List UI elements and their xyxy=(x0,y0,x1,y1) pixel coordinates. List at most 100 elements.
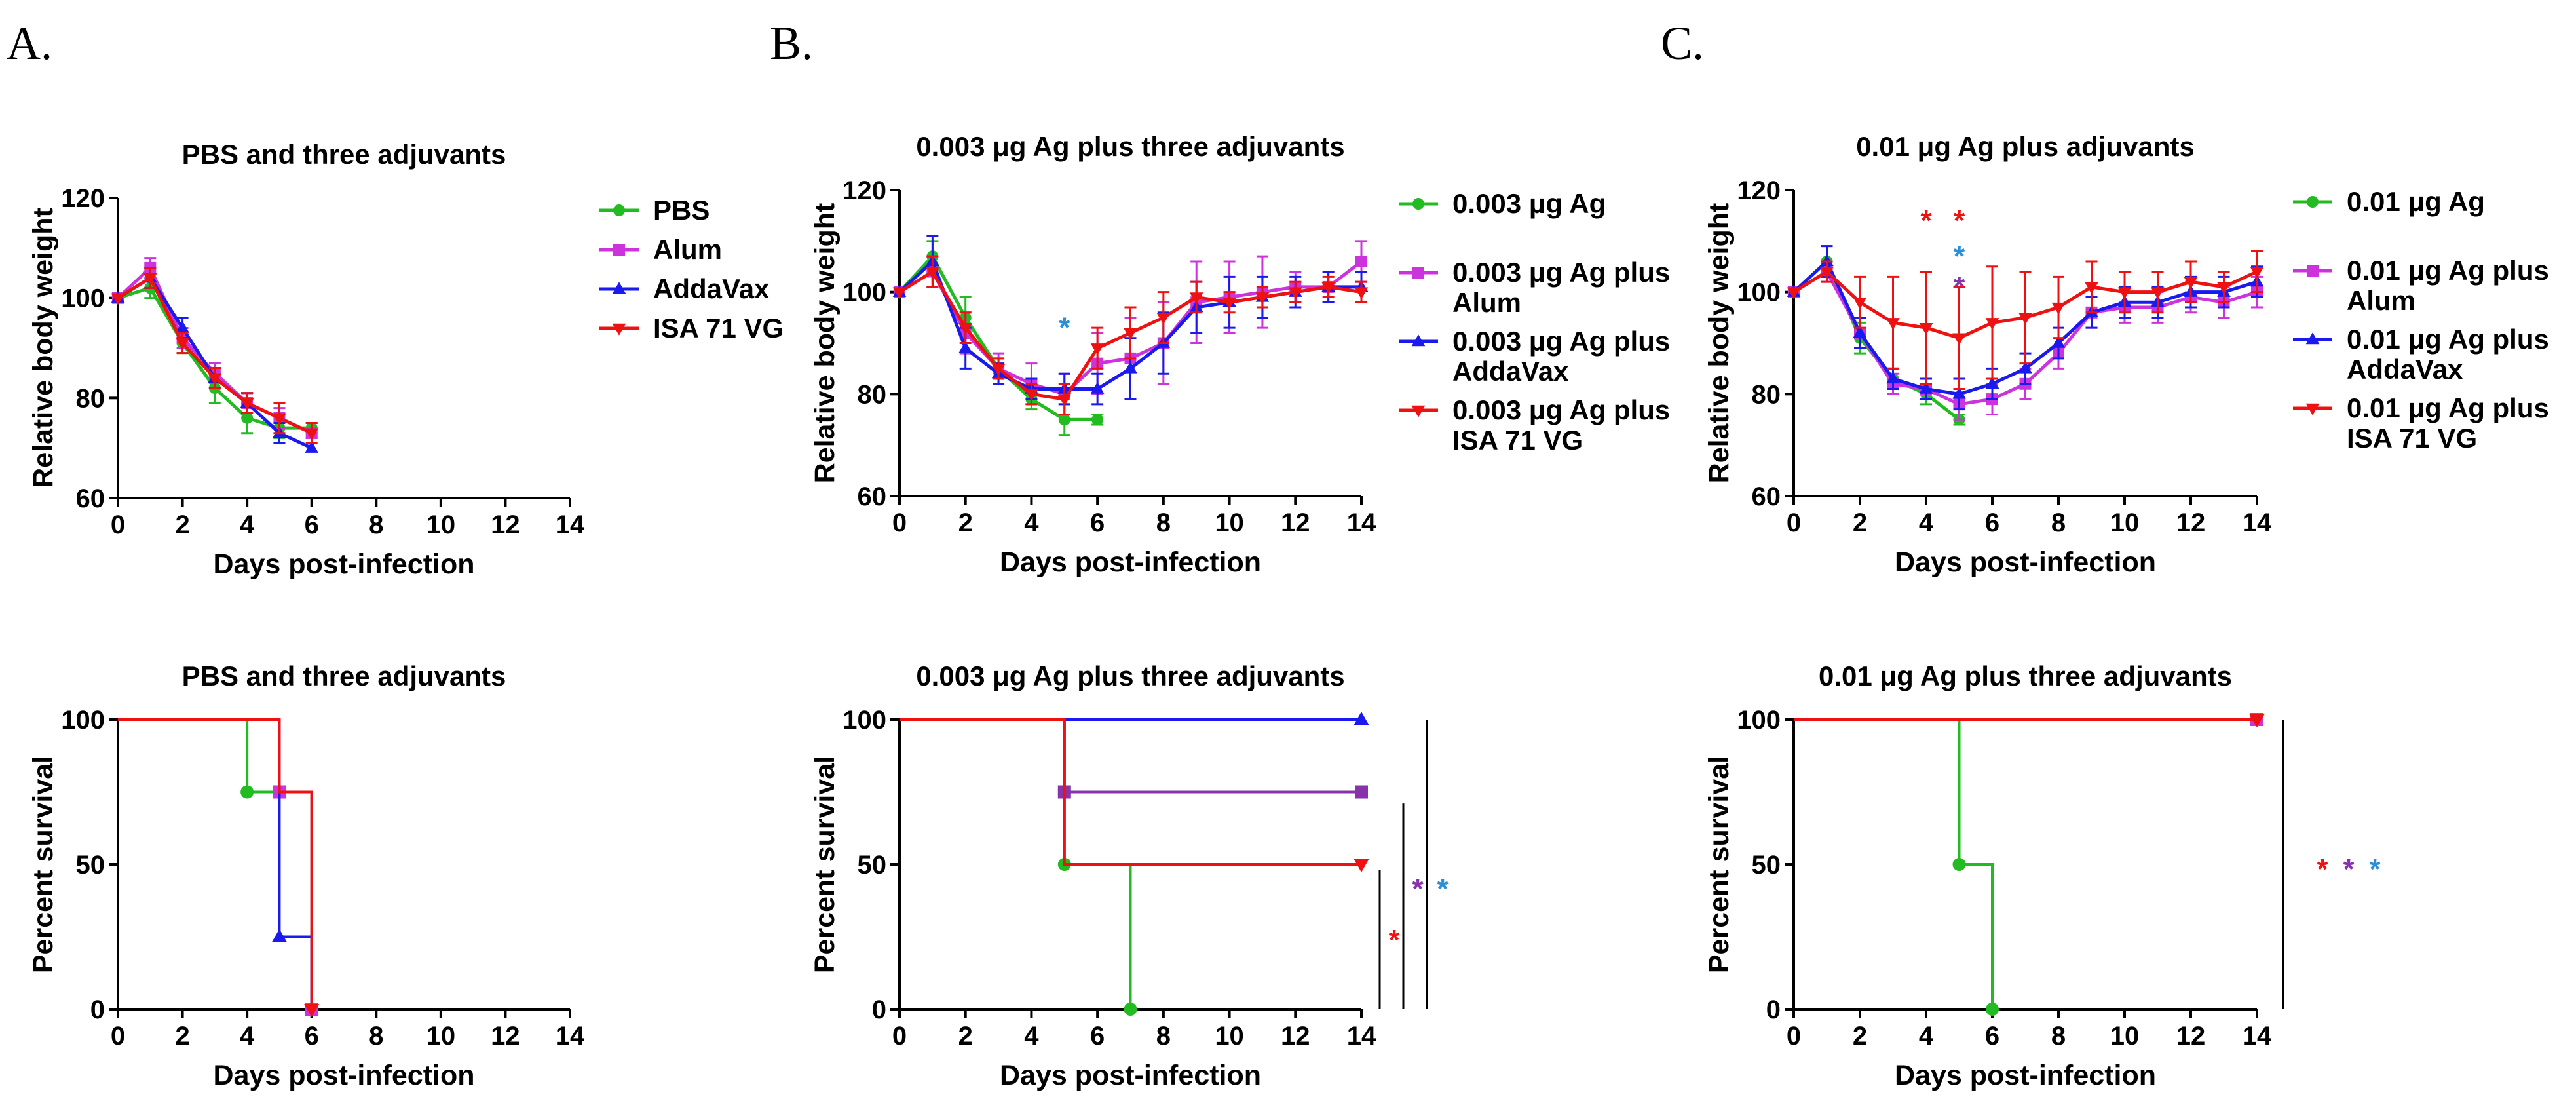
data-point xyxy=(241,412,254,424)
significance-star: * xyxy=(2369,853,2381,885)
x-tick-label: 10 xyxy=(1215,1022,1244,1051)
data-point xyxy=(1886,318,1900,330)
data-point xyxy=(176,320,189,333)
survival-marker xyxy=(271,929,287,942)
series-0-003-g-ag-plus-isa-71-vg xyxy=(900,718,1369,872)
data-point xyxy=(1058,414,1070,426)
data-point xyxy=(1321,282,1335,294)
legend-label: 0.003 μg Ag plus xyxy=(1452,257,1670,288)
survival-step-line xyxy=(118,718,313,1009)
legend-label: AddaVax xyxy=(653,273,770,304)
data-point xyxy=(1952,333,1966,345)
data-point xyxy=(1057,394,1072,406)
legend-marker xyxy=(2307,196,2319,208)
series-line xyxy=(1792,258,1961,421)
data-point xyxy=(1919,381,1933,394)
data-point xyxy=(2117,287,2132,299)
y-axis-label: Percent survival xyxy=(1703,756,1735,973)
x-tick-label: 8 xyxy=(2051,1022,2066,1051)
y-tick-label: 100 xyxy=(843,706,886,735)
survival-marker xyxy=(1354,859,1369,872)
series-line xyxy=(117,275,313,435)
x-tick-label: 2 xyxy=(1853,509,1867,537)
series-alum xyxy=(118,718,318,1016)
survival-step-line xyxy=(118,718,313,1009)
data-point xyxy=(143,273,157,285)
data-point xyxy=(2051,336,2066,348)
x-tick-label: 12 xyxy=(2176,509,2206,537)
legend-marker xyxy=(2305,332,2320,345)
x-tick-label: 14 xyxy=(2243,1022,2272,1051)
survival-marker xyxy=(1124,1003,1137,1016)
x-tick-label: 8 xyxy=(1156,509,1171,537)
y-tick-label: 100 xyxy=(843,279,886,307)
legend-label: AddaVax xyxy=(2347,354,2463,385)
survival-marker xyxy=(1354,712,1369,725)
y-tick-label: 120 xyxy=(843,176,886,205)
chart-c2: 0 2 4 6 8 10 12 14 0 50 100 0.01 μg Ag plus three a… xyxy=(1703,661,2381,1091)
survival-step-line xyxy=(118,718,313,1009)
chart-b1: 0 2 4 6 8 10 12 14 60 80 100 120 0.003 μg Ag plus th… xyxy=(809,131,1670,578)
chart-c1: 0 2 4 6 8 10 12 14 60 80 100 120 0.01 μg Ag plus adj… xyxy=(1703,131,2549,578)
y-tick-label: 120 xyxy=(1737,176,1781,205)
x-axis-label: Days post-infection xyxy=(1895,1060,2156,1091)
data-point xyxy=(2085,282,2098,294)
significance-star: * xyxy=(2317,853,2328,885)
x-tick-label: 2 xyxy=(1853,1022,1867,1051)
series-pbs xyxy=(112,277,318,439)
data-point xyxy=(1189,292,1203,305)
survival-marker xyxy=(1952,858,1966,871)
series-0-01-g-ag xyxy=(1794,718,1999,1016)
data-point xyxy=(1090,343,1105,356)
x-tick-label: 8 xyxy=(1156,1022,1171,1051)
x-tick-label: 4 xyxy=(1919,1022,1934,1051)
x-tick-label: 0 xyxy=(111,511,125,539)
y-tick-label: 80 xyxy=(76,384,105,413)
legend-label: Alum xyxy=(653,234,722,265)
y-axis-label: Percent survival xyxy=(28,756,59,973)
legend-label: 0.003 μg Ag plus xyxy=(1452,326,1670,357)
data-point xyxy=(1091,414,1104,426)
x-tick-label: 8 xyxy=(369,1022,383,1051)
series-0-003-g-ag-plus-alum xyxy=(900,718,1368,799)
y-tick-label: 80 xyxy=(858,380,887,409)
data-point xyxy=(958,322,973,335)
data-point xyxy=(2184,277,2198,289)
legend-marker xyxy=(612,282,626,294)
x-tick-label: 4 xyxy=(1024,509,1039,537)
series-line xyxy=(117,286,312,430)
data-point xyxy=(1355,255,1367,267)
x-tick-label: 2 xyxy=(175,511,189,539)
panel-letter-a: A. xyxy=(7,17,52,69)
data-point xyxy=(1820,254,1834,267)
x-axis-label: Days post-infection xyxy=(1000,1060,1261,1091)
data-point xyxy=(991,364,1006,376)
chart-title: 0.01 μg Ag plus three adjuvants xyxy=(1819,661,2232,691)
y-tick-label: 50 xyxy=(858,851,887,879)
data-point xyxy=(111,293,125,305)
x-tick-label: 6 xyxy=(1985,509,1999,537)
significance-star: * xyxy=(1954,271,1965,303)
x-tick-label: 14 xyxy=(1347,1022,1376,1051)
y-axis-label: Relative body weight xyxy=(1703,203,1735,484)
data-point xyxy=(305,428,319,440)
legend-entry: Alum xyxy=(599,234,722,265)
legend-entry: 0.003 μg Ag plus Alum xyxy=(1399,257,1670,318)
significance-star: * xyxy=(2343,853,2355,885)
y-tick-label: 100 xyxy=(1737,706,1781,735)
data-point xyxy=(1354,287,1369,299)
data-point xyxy=(1787,287,1801,299)
x-tick-label: 14 xyxy=(556,1022,585,1051)
survival-step-line xyxy=(900,718,1361,794)
data-point xyxy=(1025,389,1038,402)
legend-label: AddaVax xyxy=(1452,356,1569,387)
data-point xyxy=(1090,381,1105,394)
legend-entry: AddaVax xyxy=(599,273,770,304)
legend-label: ISA 71 VG xyxy=(1452,425,1583,455)
x-tick-label: 4 xyxy=(1919,509,1934,537)
x-tick-label: 10 xyxy=(1215,509,1244,537)
y-axis-label: Relative body weight xyxy=(28,208,59,488)
